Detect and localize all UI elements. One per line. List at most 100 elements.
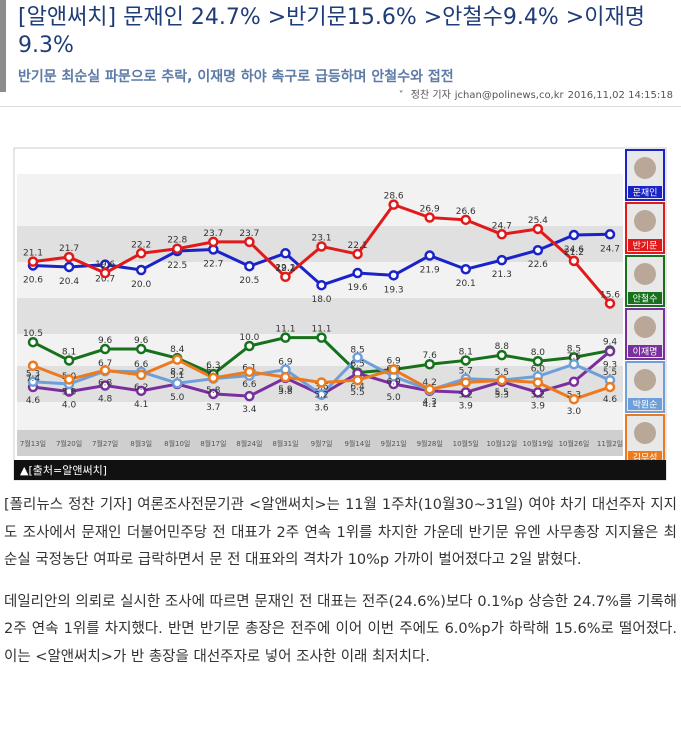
data-point: [496, 254, 508, 266]
data-label: 21.2: [564, 248, 584, 258]
data-point: [99, 267, 111, 279]
data-label: 8.0: [531, 348, 546, 358]
x-tick-label: 9월14일: [344, 439, 370, 448]
date-strip: [17, 430, 623, 456]
data-label: 21.1: [23, 249, 43, 259]
legend-label: 박원순: [633, 400, 658, 411]
legend-photo: [634, 157, 656, 179]
data-label: 8.5: [567, 344, 581, 354]
data-point: [604, 346, 616, 357]
data-label: 7.4: [26, 374, 41, 384]
data-label: 26.9: [420, 205, 440, 215]
data-label: 20.0: [131, 280, 151, 290]
legend-photo: [634, 263, 656, 285]
data-point: [27, 376, 39, 387]
data-point: [280, 271, 291, 283]
caption-bar: [14, 460, 666, 480]
legend-photo: [634, 210, 656, 232]
data-label: 7.6: [423, 351, 438, 361]
data-point: [135, 369, 147, 381]
data-label: 6.9: [386, 378, 401, 388]
data-point: [532, 223, 544, 235]
data-label: 5.6: [62, 387, 77, 397]
data-label: 9.4: [603, 338, 618, 348]
data-point: [496, 229, 508, 240]
data-label: 6.7: [98, 359, 112, 369]
legend-tag: [628, 292, 662, 304]
data-point: [424, 212, 435, 223]
data-label: 5.3: [26, 370, 40, 380]
legend-item: 안철수: [625, 255, 665, 307]
data-point: [568, 255, 580, 267]
data-point: [352, 374, 363, 386]
x-tick-label: 9월21일: [381, 439, 407, 448]
legend-tag: [628, 239, 662, 251]
data-point: [568, 229, 580, 241]
data-label: 20.7: [95, 275, 115, 285]
data-label: 6.9: [278, 358, 293, 368]
data-label: 6.8: [98, 378, 113, 388]
data-label: 7.6: [567, 352, 582, 362]
data-point: [316, 279, 327, 291]
data-label: 4.3: [423, 397, 437, 407]
data-label: 6.5: [350, 360, 364, 370]
legend-item: 김무성: [625, 414, 665, 466]
data-label: 6.2: [134, 383, 148, 393]
data-point: [532, 387, 544, 398]
data-label: 20.4: [59, 277, 79, 287]
data-point: [388, 199, 399, 210]
x-tick-label: 7월13일: [20, 439, 46, 448]
data-point: [244, 236, 255, 248]
x-tick-label: 9월7일: [311, 439, 333, 448]
x-tick-label: 9월28일: [417, 439, 443, 448]
email: jchan@polinews,co,kr: [454, 90, 564, 101]
headline: [알앤써치] 문재인 24.7% >반기문15.6% >안철수9.4% >이재명…: [18, 5, 645, 58]
data-label: 25.4: [528, 216, 548, 226]
x-tick-label: 7월20일: [56, 439, 82, 448]
data-label: 4.2: [423, 378, 437, 388]
data-label: 6.0: [531, 364, 546, 374]
data-point: [388, 270, 399, 281]
chart: 7월13일 7월20일 7월27일 8월3일 8월10일 8월17일 8월24일 8월31일 9…: [13, 147, 667, 481]
legend-tag: [628, 186, 662, 198]
data-label: 22.1: [348, 241, 368, 251]
data-label: 8.1: [459, 347, 473, 357]
data-point: [99, 380, 111, 391]
data-label: 22.7: [203, 259, 223, 269]
data-point: [604, 298, 616, 309]
data-point: [135, 264, 147, 276]
data-point: [244, 340, 255, 352]
data-label: 22.6: [528, 260, 548, 270]
data-label: 4.6: [603, 395, 618, 405]
data-label: 19.6: [95, 260, 115, 270]
data-label: 24.6: [564, 245, 584, 255]
data-label: 23.1: [311, 233, 331, 243]
data-label: 22.2: [131, 240, 151, 250]
data-label: 4.0: [62, 401, 77, 411]
legend-tag: [628, 345, 662, 357]
x-tick-label: 8월10일: [164, 439, 190, 448]
data-point: [532, 244, 544, 256]
x-tick-label: 10월12일: [486, 439, 517, 448]
data-point: [63, 261, 75, 273]
data-point: [388, 364, 399, 375]
data-label: 5.2: [531, 390, 545, 400]
data-label: 18.0: [311, 295, 331, 305]
data-point: [604, 381, 616, 393]
data-label: 8.4: [170, 345, 185, 355]
data-point: [99, 343, 111, 355]
legend-label: 반기문: [633, 241, 658, 252]
legend-label: 문재인: [633, 188, 658, 199]
data-point: [172, 243, 183, 254]
x-tick-label: 10월5일: [453, 439, 479, 448]
data-point: [280, 371, 291, 383]
data-label: 8.2: [170, 368, 184, 378]
data-label: 5.2: [459, 390, 473, 400]
legend-label: 이재명: [633, 347, 658, 358]
data-point: [352, 352, 363, 363]
data-point: [604, 229, 616, 240]
data-point: [63, 251, 75, 263]
data-label: 4.1: [134, 400, 148, 410]
data-label: 21.9: [420, 266, 440, 276]
